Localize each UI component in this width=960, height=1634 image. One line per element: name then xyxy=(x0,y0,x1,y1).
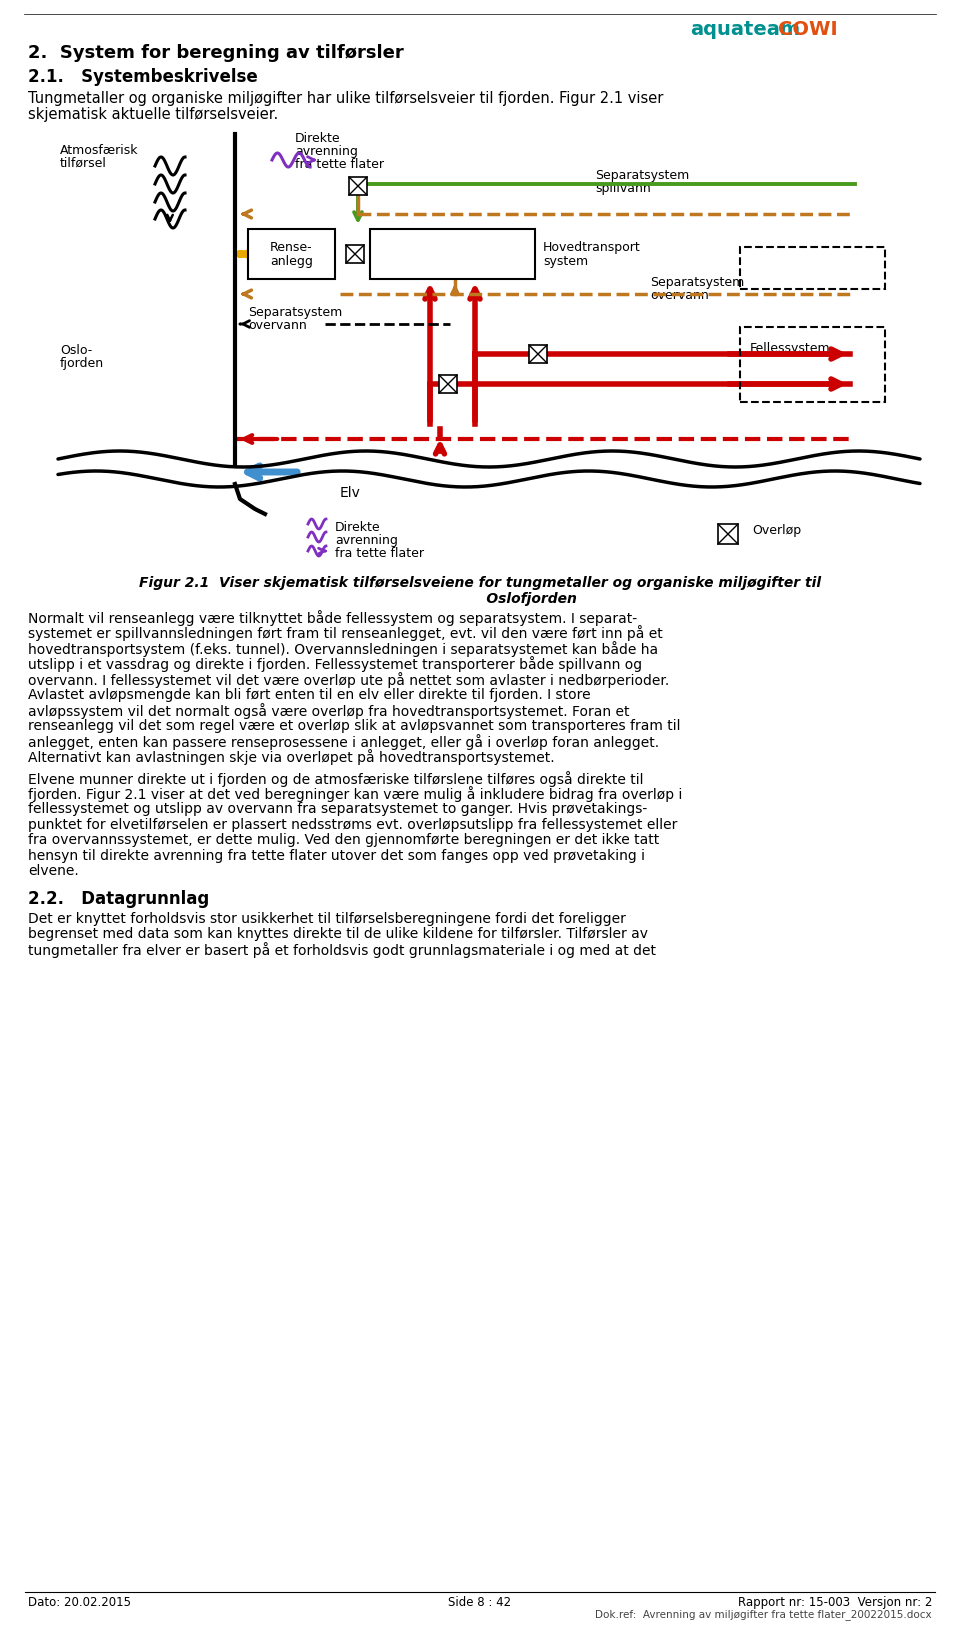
Text: Fellessystem: Fellessystem xyxy=(750,342,830,355)
Text: Det er knyttet forholdsvis stor usikkerhet til tilførselsberegningene fordi det : Det er knyttet forholdsvis stor usikkerh… xyxy=(28,912,626,925)
Text: utslipp i et vassdrag og direkte i fjorden. Fellessystemet transporterer både sp: utslipp i et vassdrag og direkte i fjord… xyxy=(28,657,642,673)
Text: avrenning: avrenning xyxy=(295,145,358,158)
Text: Figur 2.1  Viser skjematisk tilførselsveiene for tungmetaller og organiske miljø: Figur 2.1 Viser skjematisk tilførselsvei… xyxy=(139,577,821,590)
Text: Rapport nr: 15-003  Versjon nr: 2: Rapport nr: 15-003 Versjon nr: 2 xyxy=(737,1596,932,1609)
Text: Rense-: Rense- xyxy=(270,240,313,253)
Text: overvann: overvann xyxy=(248,319,307,332)
Text: punktet for elvetilførselen er plassert nedsstrøms evt. overløpsutslipp fra fell: punktet for elvetilførselen er plassert … xyxy=(28,817,678,832)
Text: Dato: 20.02.2015: Dato: 20.02.2015 xyxy=(28,1596,131,1609)
Bar xyxy=(346,245,364,263)
Bar xyxy=(439,374,457,394)
Text: begrenset med data som kan knyttes direkte til de ulike kildene for tilførsler. : begrenset med data som kan knyttes direk… xyxy=(28,926,648,941)
Text: system: system xyxy=(543,255,588,268)
Text: Alternativt kan avlastningen skje via overløpet på hovedtransportsystemet.: Alternativt kan avlastningen skje via ov… xyxy=(28,750,555,765)
Bar xyxy=(370,229,535,279)
Text: Direkte: Direkte xyxy=(335,521,380,534)
Text: tungmetaller fra elver er basert på et forholdsvis godt grunnlagsmateriale i og : tungmetaller fra elver er basert på et f… xyxy=(28,943,656,959)
Text: hovedtransportsystem (f.eks. tunnel). Overvannsledningen i separatsystemet kan b: hovedtransportsystem (f.eks. tunnel). Ov… xyxy=(28,641,659,657)
Text: Tungmetaller og organiske miljøgifter har ulike tilførselsveier til fjorden. Fig: Tungmetaller og organiske miljøgifter ha… xyxy=(28,92,663,106)
Text: fellessystemet og utslipp av overvann fra separatsystemet to ganger. Hvis prøvet: fellessystemet og utslipp av overvann fr… xyxy=(28,802,647,815)
Text: aquateam: aquateam xyxy=(690,20,800,39)
Text: avrenning: avrenning xyxy=(335,534,397,547)
Bar xyxy=(740,327,885,402)
Text: Elvene munner direkte ut i fjorden og de atmosfæriske tilførslene tilføres også : Elvene munner direkte ut i fjorden og de… xyxy=(28,771,643,788)
Text: 2.1.   Systembeskrivelse: 2.1. Systembeskrivelse xyxy=(28,69,257,87)
Bar xyxy=(529,345,547,363)
Text: fjorden: fjorden xyxy=(60,356,104,369)
Text: Overløp: Overløp xyxy=(752,525,802,538)
Text: elvene.: elvene. xyxy=(28,864,79,877)
Text: fjorden. Figur 2.1 viser at det ved beregninger kan være mulig å inkludere bidra: fjorden. Figur 2.1 viser at det ved bere… xyxy=(28,786,683,802)
Text: tilførsel: tilførsel xyxy=(60,157,107,170)
Text: Separatsystem: Separatsystem xyxy=(595,168,689,181)
Text: anlegget, enten kan passere renseprosessene i anlegget, eller gå i overløp foran: anlegget, enten kan passere renseprosess… xyxy=(28,734,660,750)
Text: Elv: Elv xyxy=(340,485,361,500)
Text: anlegg: anlegg xyxy=(270,255,313,268)
Text: Direkte: Direkte xyxy=(295,132,341,145)
Text: fra tette flater: fra tette flater xyxy=(295,158,384,172)
Text: 2.2.   Datagrunnlag: 2.2. Datagrunnlag xyxy=(28,889,209,907)
Text: overvann: overvann xyxy=(650,289,708,302)
Text: spillvann: spillvann xyxy=(595,181,651,194)
Text: Oslo-: Oslo- xyxy=(60,345,92,356)
Text: Side 8 : 42: Side 8 : 42 xyxy=(448,1596,512,1609)
Text: fra overvannssystemet, er dette mulig. Ved den gjennomførte beregningen er det i: fra overvannssystemet, er dette mulig. V… xyxy=(28,833,660,846)
Text: skjematisk aktuelle tilførselsveier.: skjematisk aktuelle tilførselsveier. xyxy=(28,106,278,123)
Text: Dok.ref:  Avrenning av miljøgifter fra tette flater_20022015.docx: Dok.ref: Avrenning av miljøgifter fra te… xyxy=(595,1609,932,1619)
Bar xyxy=(349,176,367,194)
Text: Atmosfærisk: Atmosfærisk xyxy=(60,144,138,157)
Bar xyxy=(718,525,738,544)
Text: COWI: COWI xyxy=(778,20,838,39)
Text: Oslofjorden: Oslofjorden xyxy=(384,592,576,606)
Text: avløpssystem vil det normalt også være overløp fra hovedtransportsystemet. Foran: avløpssystem vil det normalt også være o… xyxy=(28,703,630,719)
Text: Normalt vil renseanlegg være tilknyttet både fellessystem og separatsystem. I se: Normalt vil renseanlegg være tilknyttet … xyxy=(28,609,637,626)
Text: Separatsystem: Separatsystem xyxy=(248,306,343,319)
Text: overvann. I fellessystemet vil det være overløp ute på nettet som avlaster i ned: overvann. I fellessystemet vil det være … xyxy=(28,672,669,688)
Bar xyxy=(740,247,885,289)
Bar xyxy=(248,229,335,279)
Text: renseanlegg vil det som regel være et overløp slik at avløpsvannet som transport: renseanlegg vil det som regel være et ov… xyxy=(28,719,681,732)
Text: Avlastet avløpsmengde kan bli ført enten til en elv eller direkte til fjorden. I: Avlastet avløpsmengde kan bli ført enten… xyxy=(28,688,590,701)
Text: Hovedtransport: Hovedtransport xyxy=(543,240,640,253)
Text: hensyn til direkte avrenning fra tette flater utover det som fanges opp ved prøv: hensyn til direkte avrenning fra tette f… xyxy=(28,848,645,863)
Text: systemet er spillvannsledningen ført fram til renseanlegget, evt. vil den være f: systemet er spillvannsledningen ført fra… xyxy=(28,626,662,642)
Text: 2.  System for beregning av tilførsler: 2. System for beregning av tilførsler xyxy=(28,44,404,62)
Text: Separatsystem: Separatsystem xyxy=(650,276,744,289)
Text: fra tette flater: fra tette flater xyxy=(335,547,424,560)
